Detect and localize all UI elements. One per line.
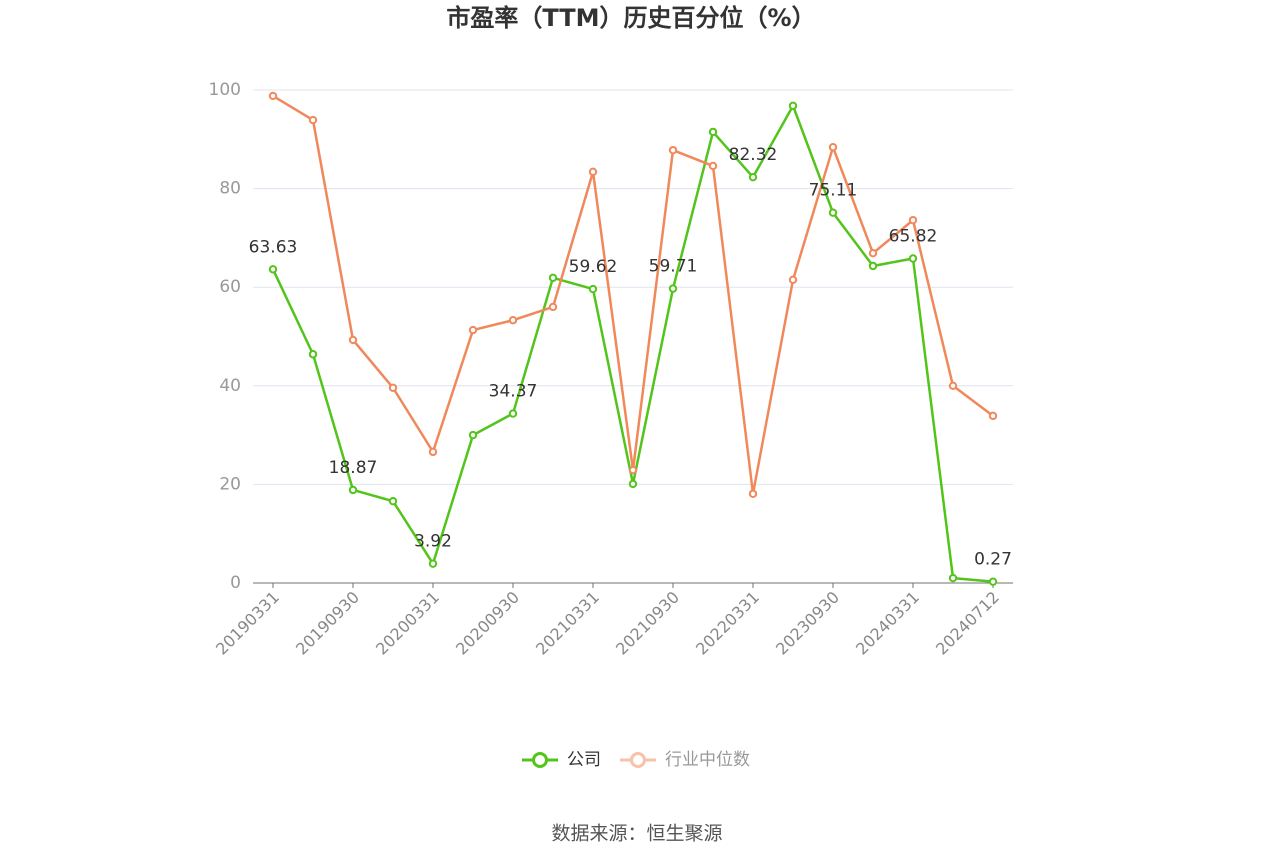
data-label: 63.63 bbox=[249, 237, 298, 257]
data-point bbox=[988, 577, 998, 586]
legend-circle-icon bbox=[630, 752, 646, 768]
data-point bbox=[828, 208, 838, 217]
data-point bbox=[748, 489, 758, 498]
data-point bbox=[628, 465, 638, 475]
data-point bbox=[988, 411, 998, 421]
data-label: 18.87 bbox=[329, 458, 378, 478]
data-point bbox=[588, 167, 598, 177]
data-point bbox=[748, 172, 758, 182]
x-tick-label: 20210930 bbox=[612, 588, 683, 659]
data-point bbox=[508, 316, 518, 325]
x-tick-label: 20200331 bbox=[372, 588, 443, 659]
legend-circle-icon bbox=[532, 752, 548, 768]
data-label: 59.71 bbox=[649, 257, 698, 277]
x-tick-label: 20190331 bbox=[212, 588, 283, 659]
grid-layer bbox=[253, 89, 1013, 485]
x-tick-label: 20230930 bbox=[772, 588, 843, 659]
data-point bbox=[508, 409, 518, 418]
axis-layer: 0 20 40 60 80 100 20190331 20190930 20200331 2020… bbox=[209, 80, 1013, 659]
data-point bbox=[908, 215, 918, 225]
data-point bbox=[828, 142, 838, 152]
data-label: 0.27 bbox=[974, 550, 1012, 570]
data-point bbox=[428, 559, 438, 568]
data-point bbox=[308, 350, 318, 359]
data-point bbox=[388, 496, 398, 506]
data-point bbox=[708, 161, 718, 171]
y-tick-label: 60 bbox=[219, 277, 241, 297]
x-tick-label: 20210331 bbox=[532, 588, 603, 659]
data-point bbox=[948, 381, 958, 390]
data-point bbox=[668, 284, 678, 293]
x-tick-label: 20240712 bbox=[932, 588, 1003, 659]
legend-item-company[interactable]: 公司 bbox=[522, 750, 601, 770]
data-point bbox=[908, 254, 918, 263]
data-point bbox=[268, 91, 278, 101]
data-point bbox=[948, 573, 958, 583]
data-point bbox=[468, 325, 478, 335]
data-label-layer: 63.63 18.87 3.92 34.37 59.62 59.71 82.32 75.11 6… bbox=[249, 145, 1012, 570]
series-layer bbox=[268, 91, 998, 586]
data-point bbox=[468, 430, 478, 440]
series-line-0 bbox=[271, 104, 995, 583]
data-point bbox=[868, 248, 878, 258]
data-point bbox=[588, 284, 598, 294]
data-point bbox=[628, 479, 638, 489]
data-point bbox=[788, 275, 798, 285]
y-tick-label: 100 bbox=[209, 80, 241, 100]
y-tick-label: 80 bbox=[219, 179, 241, 199]
y-tick-label: 40 bbox=[219, 376, 241, 396]
x-tick-label: 20240331 bbox=[852, 588, 923, 659]
legend-label-company: 公司 bbox=[567, 750, 601, 770]
data-point bbox=[548, 302, 558, 312]
data-point bbox=[308, 115, 318, 125]
x-tick-label: 20190930 bbox=[292, 588, 363, 659]
data-source-note: 数据来源：恒生聚源 bbox=[551, 823, 722, 845]
x-tick-label: 20220331 bbox=[692, 588, 763, 659]
data-point bbox=[348, 485, 358, 495]
legend: 公司 行业中位数 bbox=[522, 750, 750, 770]
data-point bbox=[348, 335, 358, 345]
data-label: 75.11 bbox=[809, 181, 858, 201]
data-label: 82.32 bbox=[729, 145, 778, 165]
y-tick-label: 20 bbox=[219, 474, 241, 494]
chart-title: 市盈率（TTM）历史百分位（%） bbox=[446, 4, 815, 32]
series-line-1 bbox=[271, 94, 995, 496]
data-label: 3.92 bbox=[414, 532, 452, 552]
data-point bbox=[668, 145, 678, 155]
data-label: 65.82 bbox=[889, 227, 938, 247]
y-tick-label: 0 bbox=[230, 573, 241, 593]
data-point bbox=[548, 273, 558, 283]
data-point bbox=[268, 265, 278, 274]
data-point bbox=[788, 101, 798, 110]
legend-item-industry-median[interactable]: 行业中位数 bbox=[620, 750, 750, 770]
data-point bbox=[868, 261, 878, 271]
data-point bbox=[428, 447, 438, 457]
data-point bbox=[388, 383, 398, 392]
data-point bbox=[708, 127, 718, 137]
legend-label-industry-median: 行业中位数 bbox=[665, 750, 750, 770]
data-label: 34.37 bbox=[489, 382, 538, 402]
x-tick-label: 20200930 bbox=[452, 588, 523, 659]
data-label: 59.62 bbox=[569, 257, 618, 277]
